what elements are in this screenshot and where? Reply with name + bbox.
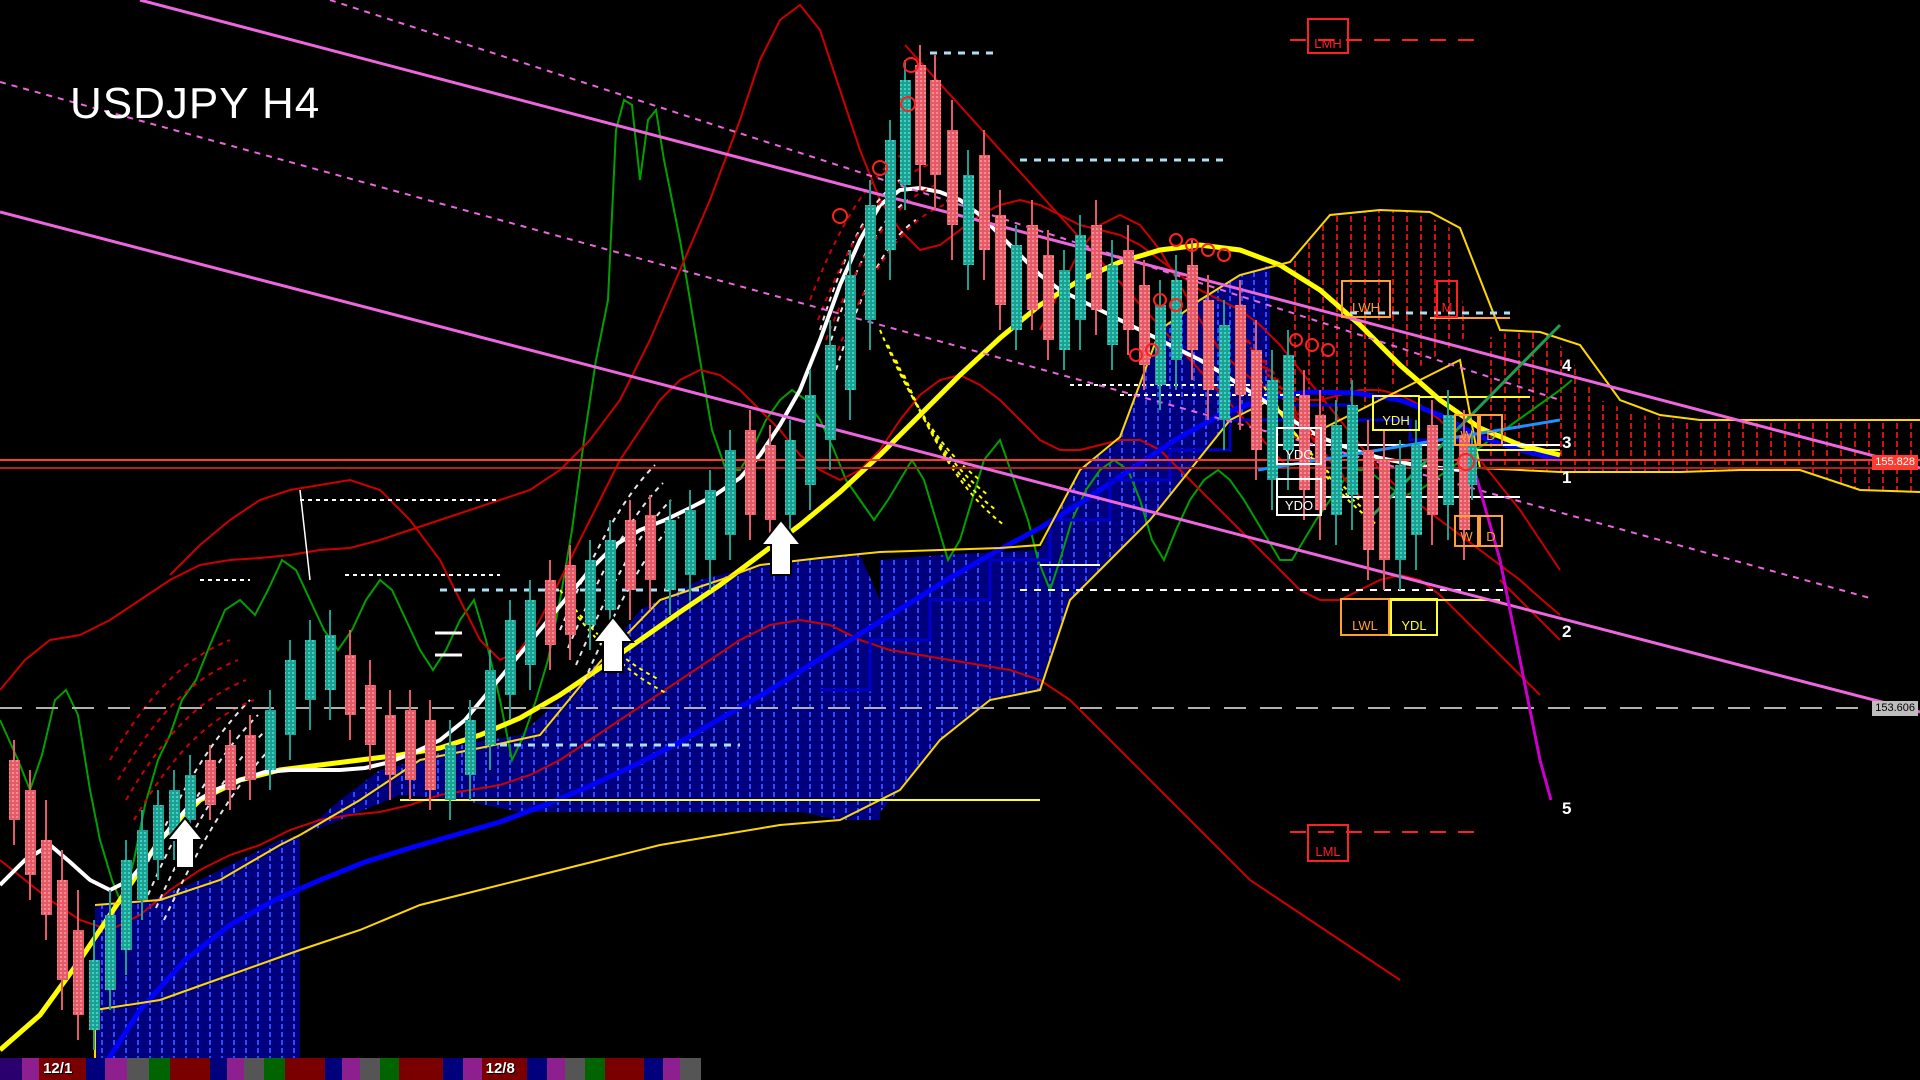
level-label-m-2[interactable]: M — [1436, 280, 1458, 318]
buy-signal-arrows — [164, 518, 804, 869]
time-axis-segment-22 — [547, 1058, 565, 1080]
time-axis-segment-0 — [0, 1058, 22, 1080]
time-axis-segment-25 — [605, 1058, 645, 1080]
level-label-lwh-1[interactable]: LWH — [1341, 280, 1391, 318]
level-label-d-9[interactable]: D — [1479, 515, 1503, 547]
time-axis[interactable]: 12/1 12/8 — [0, 1058, 1920, 1080]
buy-arrow-up — [758, 518, 804, 576]
left-white-dashes — [435, 631, 462, 657]
chart-title: USDJPY H4 — [70, 79, 321, 128]
buy-arrow-up — [590, 615, 636, 673]
level-label-ydl-11[interactable]: YDL — [1390, 598, 1438, 636]
wave-label-5: 5 — [1562, 799, 1572, 818]
candlestick-series — [9, 45, 1477, 1050]
time-axis-segment-2: 12/1 — [39, 1058, 86, 1080]
signal-circle-markers — [832, 57, 1475, 471]
green-indicator-line — [0, 98, 1573, 909]
time-axis-segment-5 — [126, 1058, 149, 1080]
time-axis-segment-28 — [680, 1058, 701, 1080]
time-axis-segment-18 — [442, 1058, 463, 1080]
time-axis-segment-6 — [148, 1058, 171, 1080]
time-axis-segment-1 — [21, 1058, 40, 1080]
time-axis-tick-label: 12/8 — [485, 1060, 515, 1077]
time-axis-segment-21 — [526, 1058, 548, 1080]
time-axis-segment-15 — [359, 1058, 380, 1080]
time-axis-segment-7 — [170, 1058, 210, 1080]
time-axis-segment-12 — [284, 1058, 326, 1080]
level-label-d-6[interactable]: D — [1479, 414, 1503, 446]
time-axis-segment-27 — [663, 1058, 681, 1080]
level-label-w-5[interactable]: W — [1454, 414, 1479, 446]
time-axis-tick-label: 12/1 — [43, 1060, 73, 1077]
wave-label-1: 1 — [1562, 468, 1572, 487]
level-label-ydo-7[interactable]: YDO — [1276, 478, 1322, 516]
level-label-w-8[interactable]: W — [1454, 515, 1479, 547]
level-label-ydh-3[interactable]: YDH — [1372, 395, 1420, 431]
time-axis-segment-9 — [226, 1058, 244, 1080]
time-axis-segment-16 — [379, 1058, 399, 1080]
time-axis-segment-4 — [104, 1058, 127, 1080]
bollinger-lower-band — [0, 618, 1401, 981]
level-label-lwl-10[interactable]: LWL — [1340, 598, 1390, 636]
ichimoku-cloud-red — [1290, 210, 1920, 492]
level-label-lmh-0[interactable]: LMH — [1307, 18, 1349, 54]
price-tag-1: 155.828 — [1872, 455, 1918, 470]
ma-slow-blue — [92, 389, 1561, 1080]
time-axis-segment-24 — [584, 1058, 606, 1080]
time-axis-segment-17 — [398, 1058, 443, 1080]
current-price-lines — [0, 39, 1920, 833]
buy-arrow-up — [164, 816, 206, 869]
time-axis-segment-23 — [564, 1058, 585, 1080]
wave-label-2: 2 — [1562, 622, 1572, 641]
time-axis-segment-26 — [644, 1058, 664, 1080]
bollinger-mid-band — [169, 368, 1541, 696]
time-axis-segment-10 — [243, 1058, 265, 1080]
time-axis-segment-11 — [264, 1058, 285, 1080]
price-tag-0: 153.606 — [1872, 701, 1918, 716]
time-axis-segment-20: 12/8 — [481, 1058, 527, 1080]
level-label-lml-12[interactable]: LML — [1307, 824, 1349, 862]
time-axis-segment-29 — [700, 1058, 1920, 1080]
wave-label-3: 3 — [1562, 433, 1572, 452]
ichimoku-cloud-blue — [95, 265, 1270, 1080]
wave-label-4: 4 — [1562, 356, 1572, 375]
ichimoku-senkou-a-yellow — [94, 358, 1920, 1080]
magenta-wave5-line — [1471, 464, 1553, 801]
time-axis-segment-14 — [342, 1058, 360, 1080]
level-label-ydc-4[interactable]: YDC — [1276, 427, 1322, 465]
time-axis-segment-8 — [209, 1058, 227, 1080]
blue-step-line — [820, 403, 1500, 692]
time-axis-segment-3 — [86, 1058, 105, 1080]
time-axis-segment-19 — [462, 1058, 482, 1080]
time-axis-segment-13 — [325, 1058, 343, 1080]
